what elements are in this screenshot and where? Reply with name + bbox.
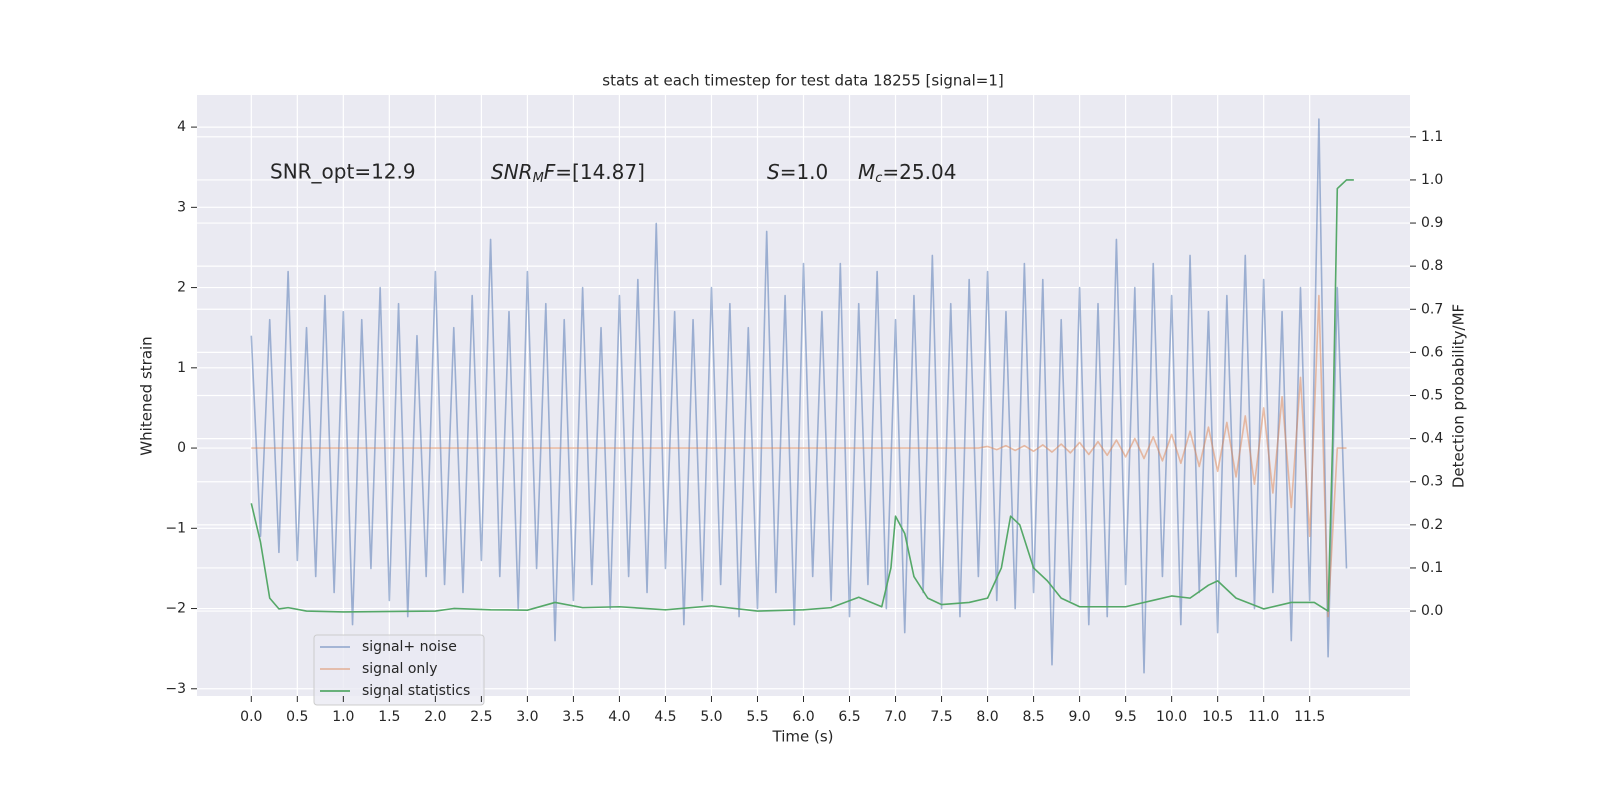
x-tick-label: 7.5 — [930, 709, 952, 725]
x-tick-label: 0.0 — [240, 709, 262, 725]
x-tick-label: 5.0 — [700, 709, 722, 725]
y-tick-label: 2 — [177, 280, 186, 296]
y2-tick-label: 0.8 — [1421, 258, 1443, 274]
annotation-part: =[14.87] — [555, 160, 645, 184]
annotation: SNR_opt=12.9 — [270, 160, 416, 184]
x-tick-label: 11.0 — [1248, 709, 1279, 725]
x-tick-label: 9.0 — [1068, 709, 1090, 725]
y2-tick-label: 0.4 — [1421, 431, 1443, 447]
x-tick-label: 0.5 — [286, 709, 308, 725]
y2-tick-label: 0.6 — [1421, 344, 1443, 360]
y-tick-label: 4 — [177, 119, 186, 135]
y-tick-label: 0 — [177, 440, 186, 456]
x-tick-label: 8.5 — [1022, 709, 1044, 725]
annotation-part: M — [533, 171, 544, 186]
y-tick-label: −2 — [165, 601, 186, 617]
series-line — [251, 294, 1347, 618]
legend-box — [313, 634, 485, 706]
chart-title: stats at each timestep for test data 182… — [602, 72, 1003, 90]
annotation-part: =25.04 — [882, 160, 956, 184]
y2-tick-label: 0.2 — [1421, 517, 1443, 533]
y-tick-label: −3 — [165, 681, 186, 697]
annotation-part: SNR — [491, 160, 533, 184]
annotation: S=1.0 — [767, 160, 828, 184]
x-tick-label: 5.5 — [746, 709, 768, 725]
y-axis-label: Whitened strain — [138, 336, 156, 455]
y2-tick-label: 0.1 — [1421, 560, 1443, 576]
x-tick-label: 2.0 — [424, 709, 446, 725]
legend-label: signal statistics — [362, 683, 470, 699]
annotation: Mc=25.04 — [858, 160, 956, 186]
x-tick-label: 6.0 — [792, 709, 814, 725]
x-tick-label: 4.0 — [608, 709, 630, 725]
annotation: SNRMF=[14.87] — [491, 160, 645, 186]
x-tick-label: 10.5 — [1202, 709, 1233, 725]
x-tick-label: 8.0 — [976, 709, 998, 725]
y2-tick-label: 0.7 — [1421, 301, 1443, 317]
legend: signal+ noise signal only signal statistic… — [313, 634, 485, 706]
x-tick-label: 10.0 — [1156, 709, 1187, 725]
y2-tick-label: 0.9 — [1421, 215, 1443, 231]
x-axis-label: Time (s) — [772, 728, 834, 746]
annotation-part: F — [544, 160, 556, 184]
series-line — [250, 179, 1354, 613]
x-tick-label: 9.5 — [1114, 709, 1136, 725]
legend-label: signal+ noise — [362, 639, 457, 655]
x-tick-label: 3.5 — [562, 709, 584, 725]
marks — [250, 118, 1354, 674]
y2-tick-label: 0.5 — [1421, 388, 1443, 404]
annotation-part: M — [858, 160, 875, 184]
x-tick-label: 11.5 — [1294, 709, 1325, 725]
y-tick-label: 3 — [177, 199, 186, 215]
x-tick-label: 1.0 — [332, 709, 354, 725]
grid — [197, 95, 1410, 696]
y-tick-label: −1 — [165, 520, 186, 536]
y2-tick-label: 0.0 — [1421, 603, 1443, 619]
legend-label: signal only — [362, 661, 437, 677]
y-tick-label: 1 — [177, 360, 186, 376]
x-tick-label: 4.5 — [654, 709, 676, 725]
annotation-part: S — [767, 160, 780, 184]
y2-axis-label: Detection probability/MF — [1450, 304, 1468, 488]
x-tick-label: 1.5 — [378, 709, 400, 725]
y2-tick-label: 0.3 — [1421, 474, 1443, 490]
x-tick-label: 7.0 — [884, 709, 906, 725]
annotation-part: =1.0 — [780, 160, 829, 184]
x-tick-label: 6.5 — [838, 709, 860, 725]
x-tick-label: 2.5 — [470, 709, 492, 725]
x-tick-label: 3.0 — [516, 709, 538, 725]
series-line — [250, 118, 1348, 674]
y2-tick-label: 1.1 — [1421, 129, 1443, 145]
y2-tick-label: 1.0 — [1421, 172, 1443, 188]
annotation-part: c — [875, 171, 882, 186]
